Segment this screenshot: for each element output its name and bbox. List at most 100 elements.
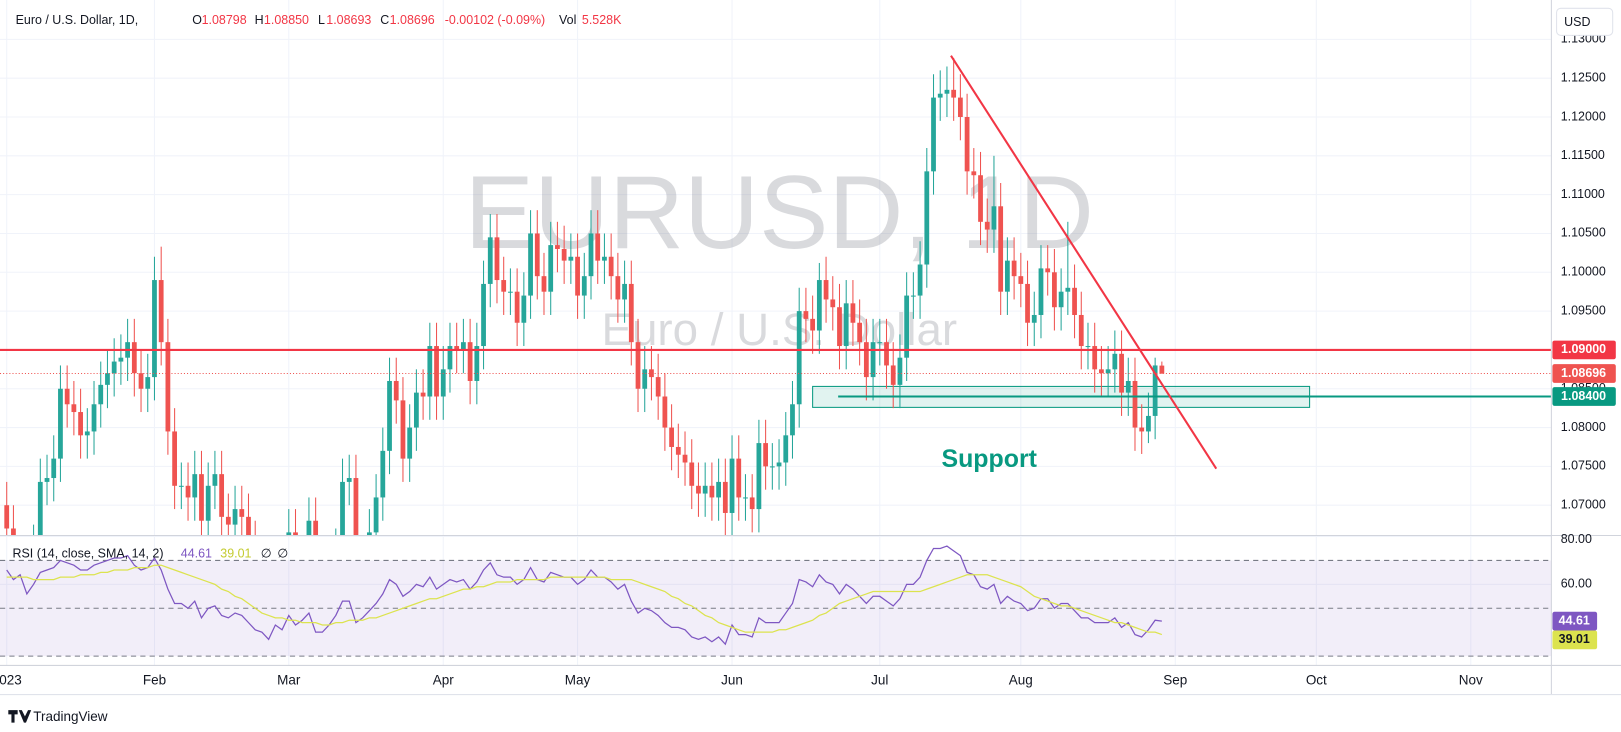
brand: TradingView xyxy=(8,709,108,724)
candle-body xyxy=(1011,260,1017,277)
candle-body xyxy=(924,171,930,265)
candle-body xyxy=(534,233,540,277)
candle-body xyxy=(716,481,721,498)
candle-body xyxy=(790,404,795,436)
candle-body xyxy=(749,497,755,510)
candle-body xyxy=(595,233,601,261)
candle-body xyxy=(877,342,883,344)
candle-body xyxy=(931,97,936,172)
candle-body xyxy=(118,357,124,362)
x-tick-label: Aug xyxy=(1009,673,1033,688)
candle-body xyxy=(481,283,486,347)
currency-label[interactable]: USD xyxy=(1564,15,1590,29)
candle-body xyxy=(393,380,399,401)
candle-body xyxy=(850,303,856,323)
price-label: 1.08400 xyxy=(1561,389,1606,403)
watermark-description: Euro / U.S. Dollar xyxy=(602,304,958,355)
candle-body xyxy=(185,485,191,498)
candle-body xyxy=(736,458,742,498)
candle-body xyxy=(44,478,50,482)
candle-body xyxy=(440,369,446,397)
watermark: EURUSD, 1D Euro / U.S. Dollar xyxy=(465,155,1094,355)
candle-body xyxy=(575,256,580,296)
candle-body xyxy=(373,497,379,533)
candle-body xyxy=(964,117,970,172)
candle-body xyxy=(225,516,231,525)
candle-body xyxy=(199,474,204,521)
candle-body xyxy=(863,342,869,378)
legend-change: -0.00102 (-0.09%) xyxy=(445,13,545,27)
candle-body xyxy=(608,256,614,277)
legend-key: O xyxy=(192,13,202,27)
candle-body xyxy=(1105,369,1111,374)
currency-button[interactable] xyxy=(1556,7,1614,36)
x-tick-label: Jun xyxy=(721,673,743,688)
candle-body xyxy=(105,373,110,385)
candle-body xyxy=(1085,346,1091,348)
candle-body xyxy=(219,474,225,517)
candle-body xyxy=(1065,287,1071,292)
symbol-title: Euro / U.S. Dollar, 1D, xyxy=(16,13,139,27)
candle-body xyxy=(628,283,634,343)
candle-body xyxy=(984,221,990,230)
candle-body xyxy=(581,276,587,296)
candle-body xyxy=(293,532,298,536)
candle-body xyxy=(615,276,621,300)
y-tick-label: 1.10000 xyxy=(1561,265,1606,279)
price-label-box xyxy=(1552,387,1616,406)
candle-body xyxy=(971,171,977,176)
candle-body xyxy=(776,462,782,467)
y-tick-label: 1.10500 xyxy=(1561,226,1606,240)
candle-body xyxy=(138,373,144,389)
legend-key: Vol xyxy=(559,13,576,27)
support-annotation: Support xyxy=(941,445,1037,473)
candle-body xyxy=(743,497,748,499)
candle-body xyxy=(642,369,648,389)
candle-body xyxy=(158,280,164,343)
candle-body xyxy=(4,505,10,529)
candle-body xyxy=(239,509,245,517)
candle-body xyxy=(555,245,560,249)
candle-body xyxy=(366,532,372,536)
candle-body xyxy=(420,392,426,397)
candle-body xyxy=(313,520,319,536)
candle-body xyxy=(957,97,963,118)
candle-body xyxy=(897,357,903,385)
candle-body xyxy=(1139,427,1145,432)
candle-body xyxy=(1072,287,1077,315)
candle-body xyxy=(1146,415,1151,432)
x-tick-label: May xyxy=(565,673,591,688)
candle-body xyxy=(998,206,1004,292)
candle-body xyxy=(172,431,178,486)
candle-body xyxy=(461,342,466,350)
series-label-box xyxy=(1552,611,1598,631)
candle-body xyxy=(413,392,419,428)
candle-body xyxy=(917,264,923,296)
candle-body xyxy=(568,256,574,261)
candle-body xyxy=(400,400,406,459)
candle-body xyxy=(763,443,769,467)
candle-body xyxy=(1099,369,1104,374)
candle-body xyxy=(71,404,77,413)
candle-body xyxy=(111,361,117,374)
legend-key: H xyxy=(255,13,264,27)
candle-body xyxy=(1052,272,1057,308)
candle-body xyxy=(944,89,950,94)
candle-body xyxy=(494,237,500,281)
candle-body xyxy=(702,485,708,494)
candle-body xyxy=(447,346,453,370)
y-tick-label: 1.11500 xyxy=(1561,148,1605,162)
rsi-extra: ∅ xyxy=(277,546,288,560)
candle-body xyxy=(729,458,735,513)
series-label: 44.61 xyxy=(1559,613,1590,627)
candle-body xyxy=(407,427,413,459)
legend-volume: 5.528K xyxy=(582,13,622,27)
candle-body xyxy=(1132,380,1138,428)
candle-body xyxy=(722,481,728,513)
candle-body xyxy=(622,283,627,300)
rsi-line xyxy=(6,545,1162,646)
candle-body xyxy=(521,295,527,323)
y-tick-label: 1.12500 xyxy=(1561,70,1606,84)
candle-body xyxy=(192,474,198,498)
x-tick-label: Apr xyxy=(433,673,455,688)
